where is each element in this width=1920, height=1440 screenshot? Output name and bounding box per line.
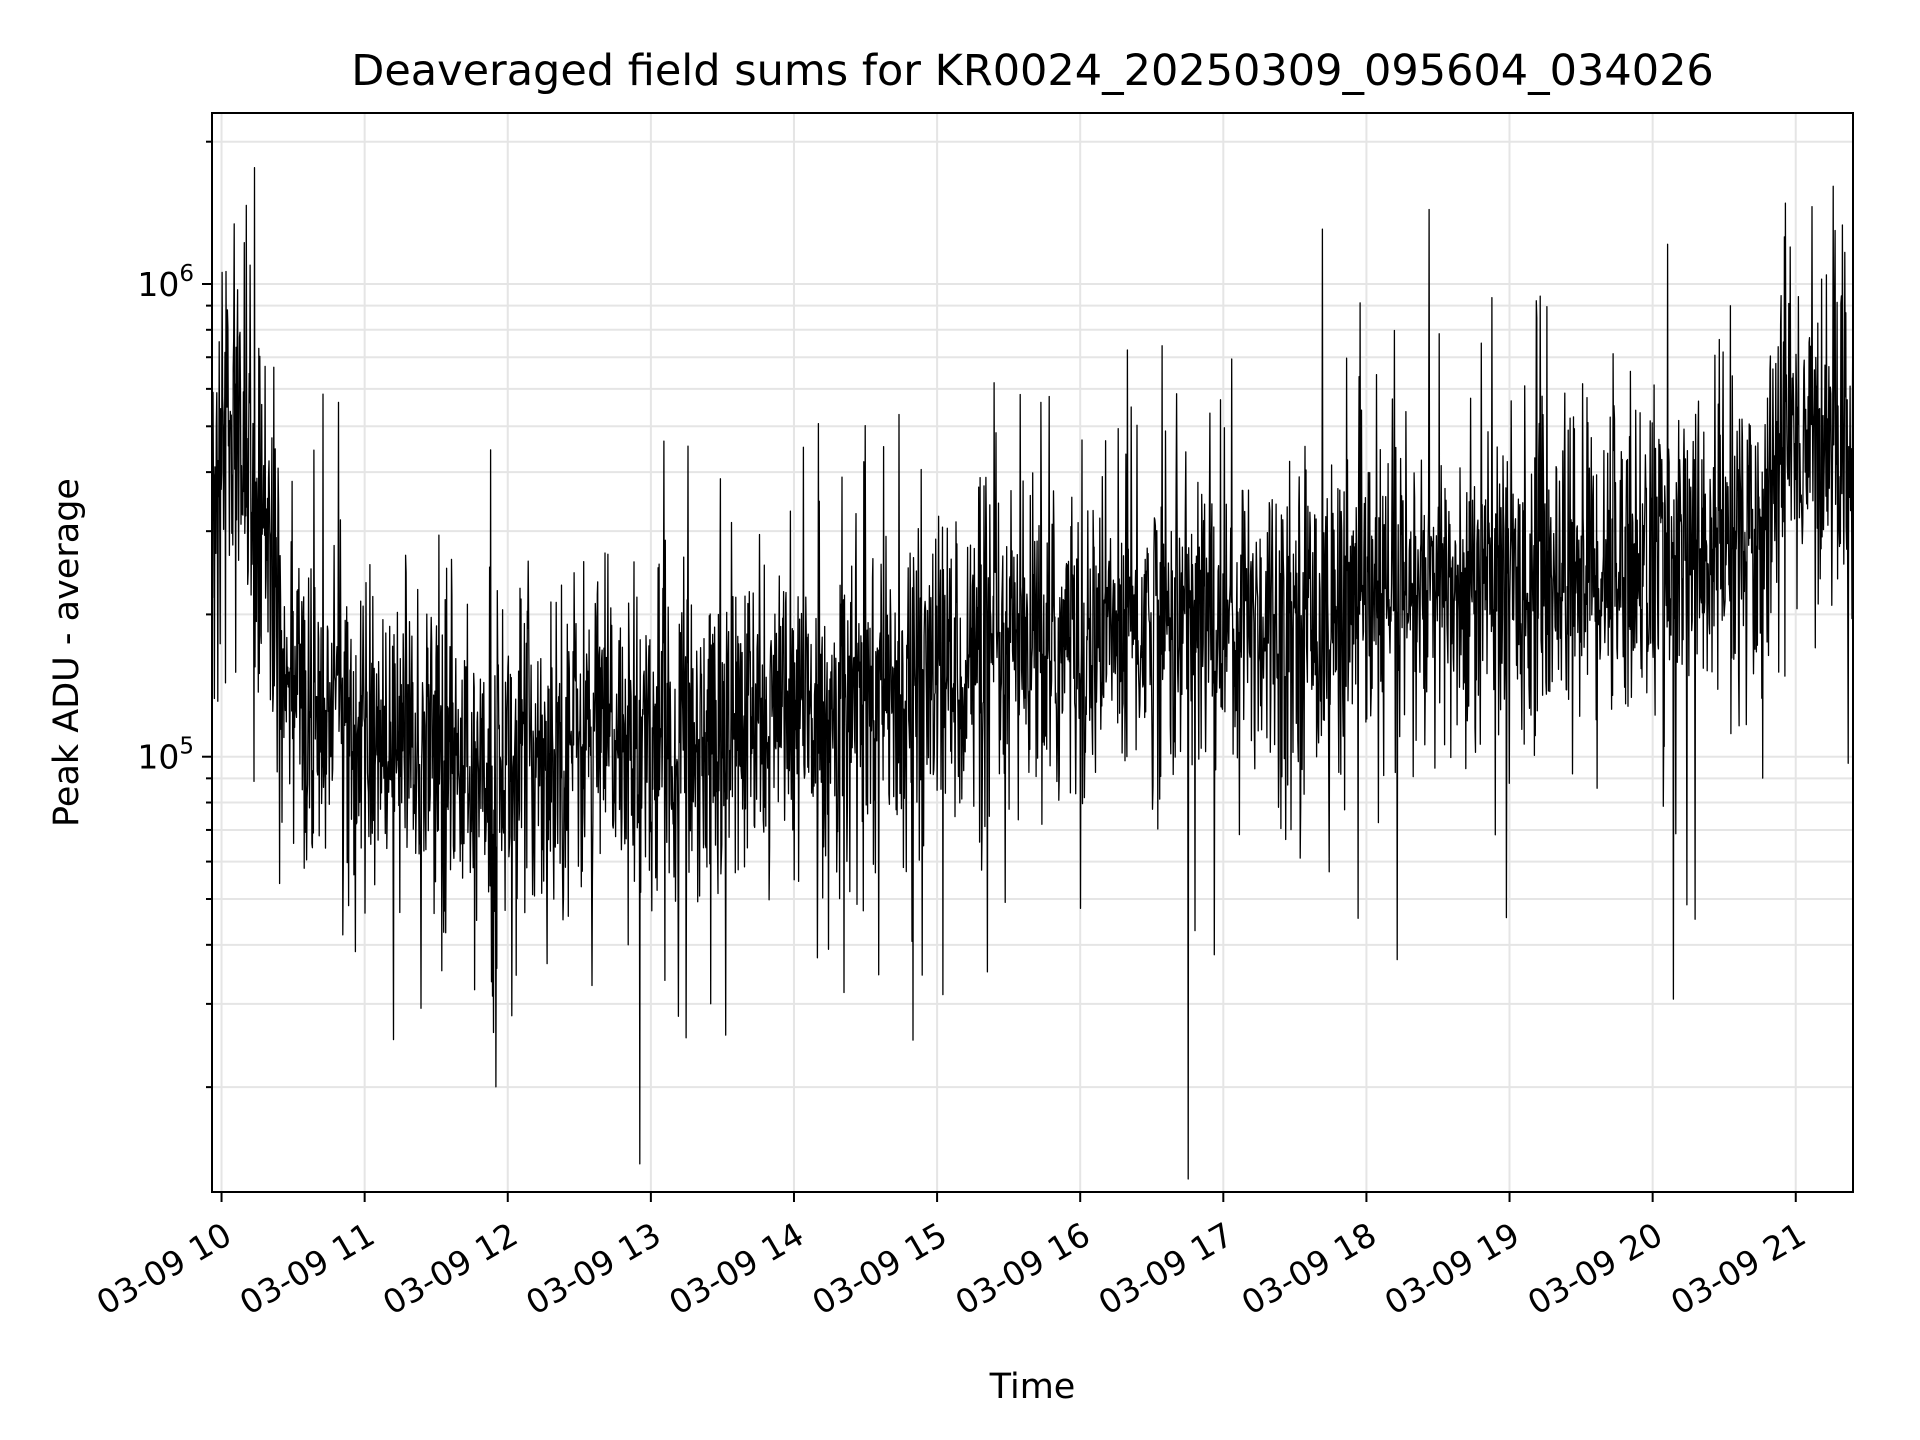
x-axis-label: Time <box>989 1367 1076 1407</box>
y-axis-ticks: 105 106 <box>137 140 212 1089</box>
series-line-group <box>211 167 1854 1180</box>
y-tick-label: 106 <box>137 261 194 304</box>
y-axis-label: Peak ADU - average <box>47 478 87 827</box>
plot-area-frame <box>211 112 1854 1193</box>
chart-title: Deaveraged field sums for KR0024_2025030… <box>351 46 1714 96</box>
y-tick-label: 105 <box>137 734 194 777</box>
series-line <box>211 167 1854 1180</box>
